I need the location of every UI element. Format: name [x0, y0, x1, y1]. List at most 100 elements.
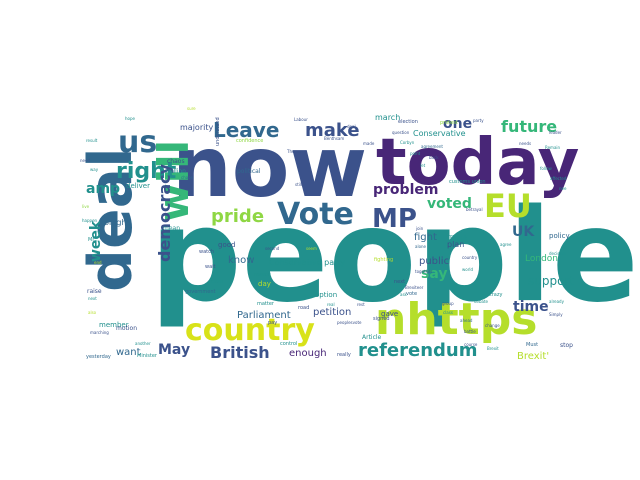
word-127: way	[90, 167, 99, 172]
word-22: problem	[373, 182, 438, 198]
word-108: debate	[474, 299, 489, 304]
word-38: London	[525, 254, 558, 264]
word-51: policy	[549, 232, 570, 240]
word-29: support	[528, 274, 574, 288]
word-12: right	[116, 159, 177, 184]
word-102: end	[94, 260, 102, 265]
word-15: referendum	[358, 340, 477, 361]
word-21: one	[443, 116, 472, 132]
word-79: confidence	[236, 138, 263, 144]
word-104: watch	[199, 249, 214, 255]
word-90: Remain	[545, 145, 561, 150]
word-72: really	[337, 352, 351, 358]
word-135: nee	[559, 186, 567, 191]
word-137: ask	[400, 292, 408, 297]
word-37: Brexit'	[517, 351, 549, 362]
word-129: point	[410, 151, 421, 156]
word-31: petition	[313, 307, 351, 318]
word-5: nhttps	[375, 294, 537, 345]
word-141: still	[295, 182, 302, 187]
word-110: rest	[357, 302, 365, 307]
word-36: know	[228, 255, 254, 266]
word-46: member	[99, 321, 129, 329]
word-60: Thank	[448, 235, 468, 242]
word-50: gave	[381, 310, 398, 318]
word-56: chaos	[167, 158, 185, 165]
word-41: march	[375, 113, 400, 122]
word-115: agree	[500, 242, 512, 247]
word-33: fight	[414, 232, 437, 243]
word-100: need	[80, 158, 90, 163]
word-132: betrayal	[466, 207, 483, 212]
word-85: agreement	[421, 144, 443, 149]
word-54: political	[237, 168, 261, 175]
word-32: public	[419, 256, 449, 267]
word-114: Benthsam	[324, 136, 344, 141]
word-139: let	[420, 163, 426, 168]
word-53: mean	[163, 225, 180, 232]
word-39: Conservative party	[269, 258, 346, 267]
word-88: protest	[440, 120, 458, 126]
word-118: world	[462, 267, 473, 272]
word-24: amp	[86, 181, 120, 197]
word-113: Brexit	[487, 346, 499, 351]
word-20: UK	[512, 224, 535, 240]
word-64: yesterday	[86, 354, 111, 360]
word-65: Mr	[88, 237, 95, 243]
word-45: majority	[180, 123, 213, 132]
word-35: enough	[289, 348, 327, 359]
word-95: battle	[464, 329, 476, 334]
word-23: voted	[427, 196, 472, 212]
word-116: chaos	[181, 175, 193, 180]
word-89: party	[473, 118, 484, 123]
word-30: Parliament	[237, 310, 291, 321]
word-57: Article	[362, 334, 382, 341]
word-71: control	[280, 341, 297, 347]
word-2: now	[172, 118, 367, 216]
word-26: say	[421, 266, 447, 282]
word-131: follow	[540, 166, 553, 171]
word-124: real	[327, 302, 335, 307]
word-42: plan	[447, 240, 464, 249]
word-8: country	[185, 313, 315, 348]
word-27: time	[513, 299, 549, 315]
word-18: British	[210, 343, 270, 362]
word-133: affected	[550, 176, 567, 181]
word-69: clear	[211, 279, 224, 285]
word-16: pride	[211, 206, 264, 227]
word-52: stop	[560, 342, 573, 349]
word-128: made	[363, 141, 375, 146]
word-130: group	[442, 301, 454, 306]
word-97: also	[88, 310, 97, 315]
word-134: needs	[519, 141, 531, 146]
word-34: want	[116, 347, 141, 358]
word-105: second	[265, 246, 280, 251]
word-7: MP	[372, 204, 417, 234]
word-73: matter	[257, 301, 275, 307]
word-96: hope	[125, 116, 136, 121]
word-101: happen	[82, 218, 98, 223]
word-13: Leave	[213, 118, 279, 142]
word-76: pay	[268, 320, 277, 326]
word-84: question	[392, 130, 410, 135]
word-47: good	[218, 241, 235, 249]
word-25: May	[158, 342, 190, 358]
word-28: week	[88, 220, 104, 262]
word-123: alone	[415, 244, 427, 249]
word-121: decision	[549, 251, 566, 256]
word-4: deal	[76, 147, 146, 292]
word-92: already	[549, 299, 565, 304]
word-17: future	[501, 117, 557, 136]
word-140: change	[485, 323, 500, 328]
word-14: make	[305, 120, 360, 141]
word-75: reason	[254, 272, 271, 278]
word-6: Vote	[277, 197, 354, 232]
word-9: EU	[484, 187, 532, 225]
word-63: Minister	[137, 353, 158, 359]
word-109: crazy	[489, 292, 502, 298]
word-107: another	[135, 341, 151, 346]
word-80: fighting	[374, 257, 393, 263]
word-67: vote	[406, 291, 417, 297]
word-103: next	[88, 296, 97, 301]
word-1: people	[150, 182, 639, 331]
